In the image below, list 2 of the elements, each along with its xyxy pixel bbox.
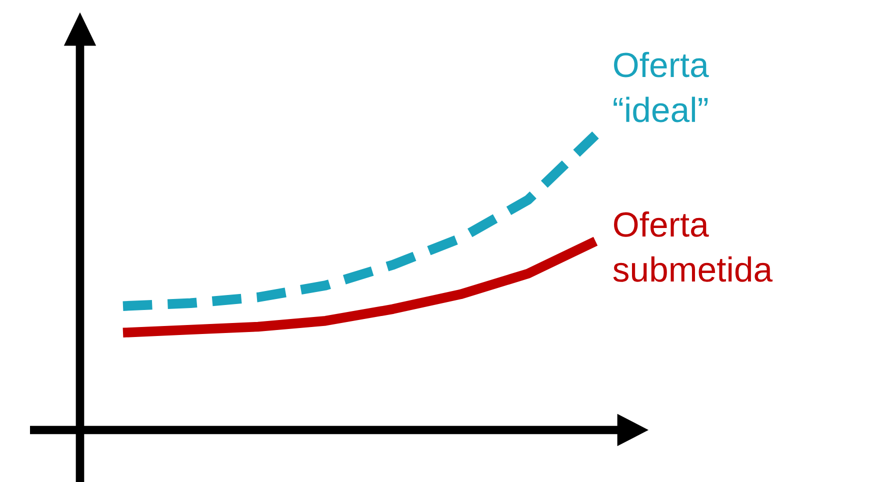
series-label: Oferta submetida <box>613 211 773 282</box>
series-label: Oferta “ideal” <box>614 52 709 122</box>
